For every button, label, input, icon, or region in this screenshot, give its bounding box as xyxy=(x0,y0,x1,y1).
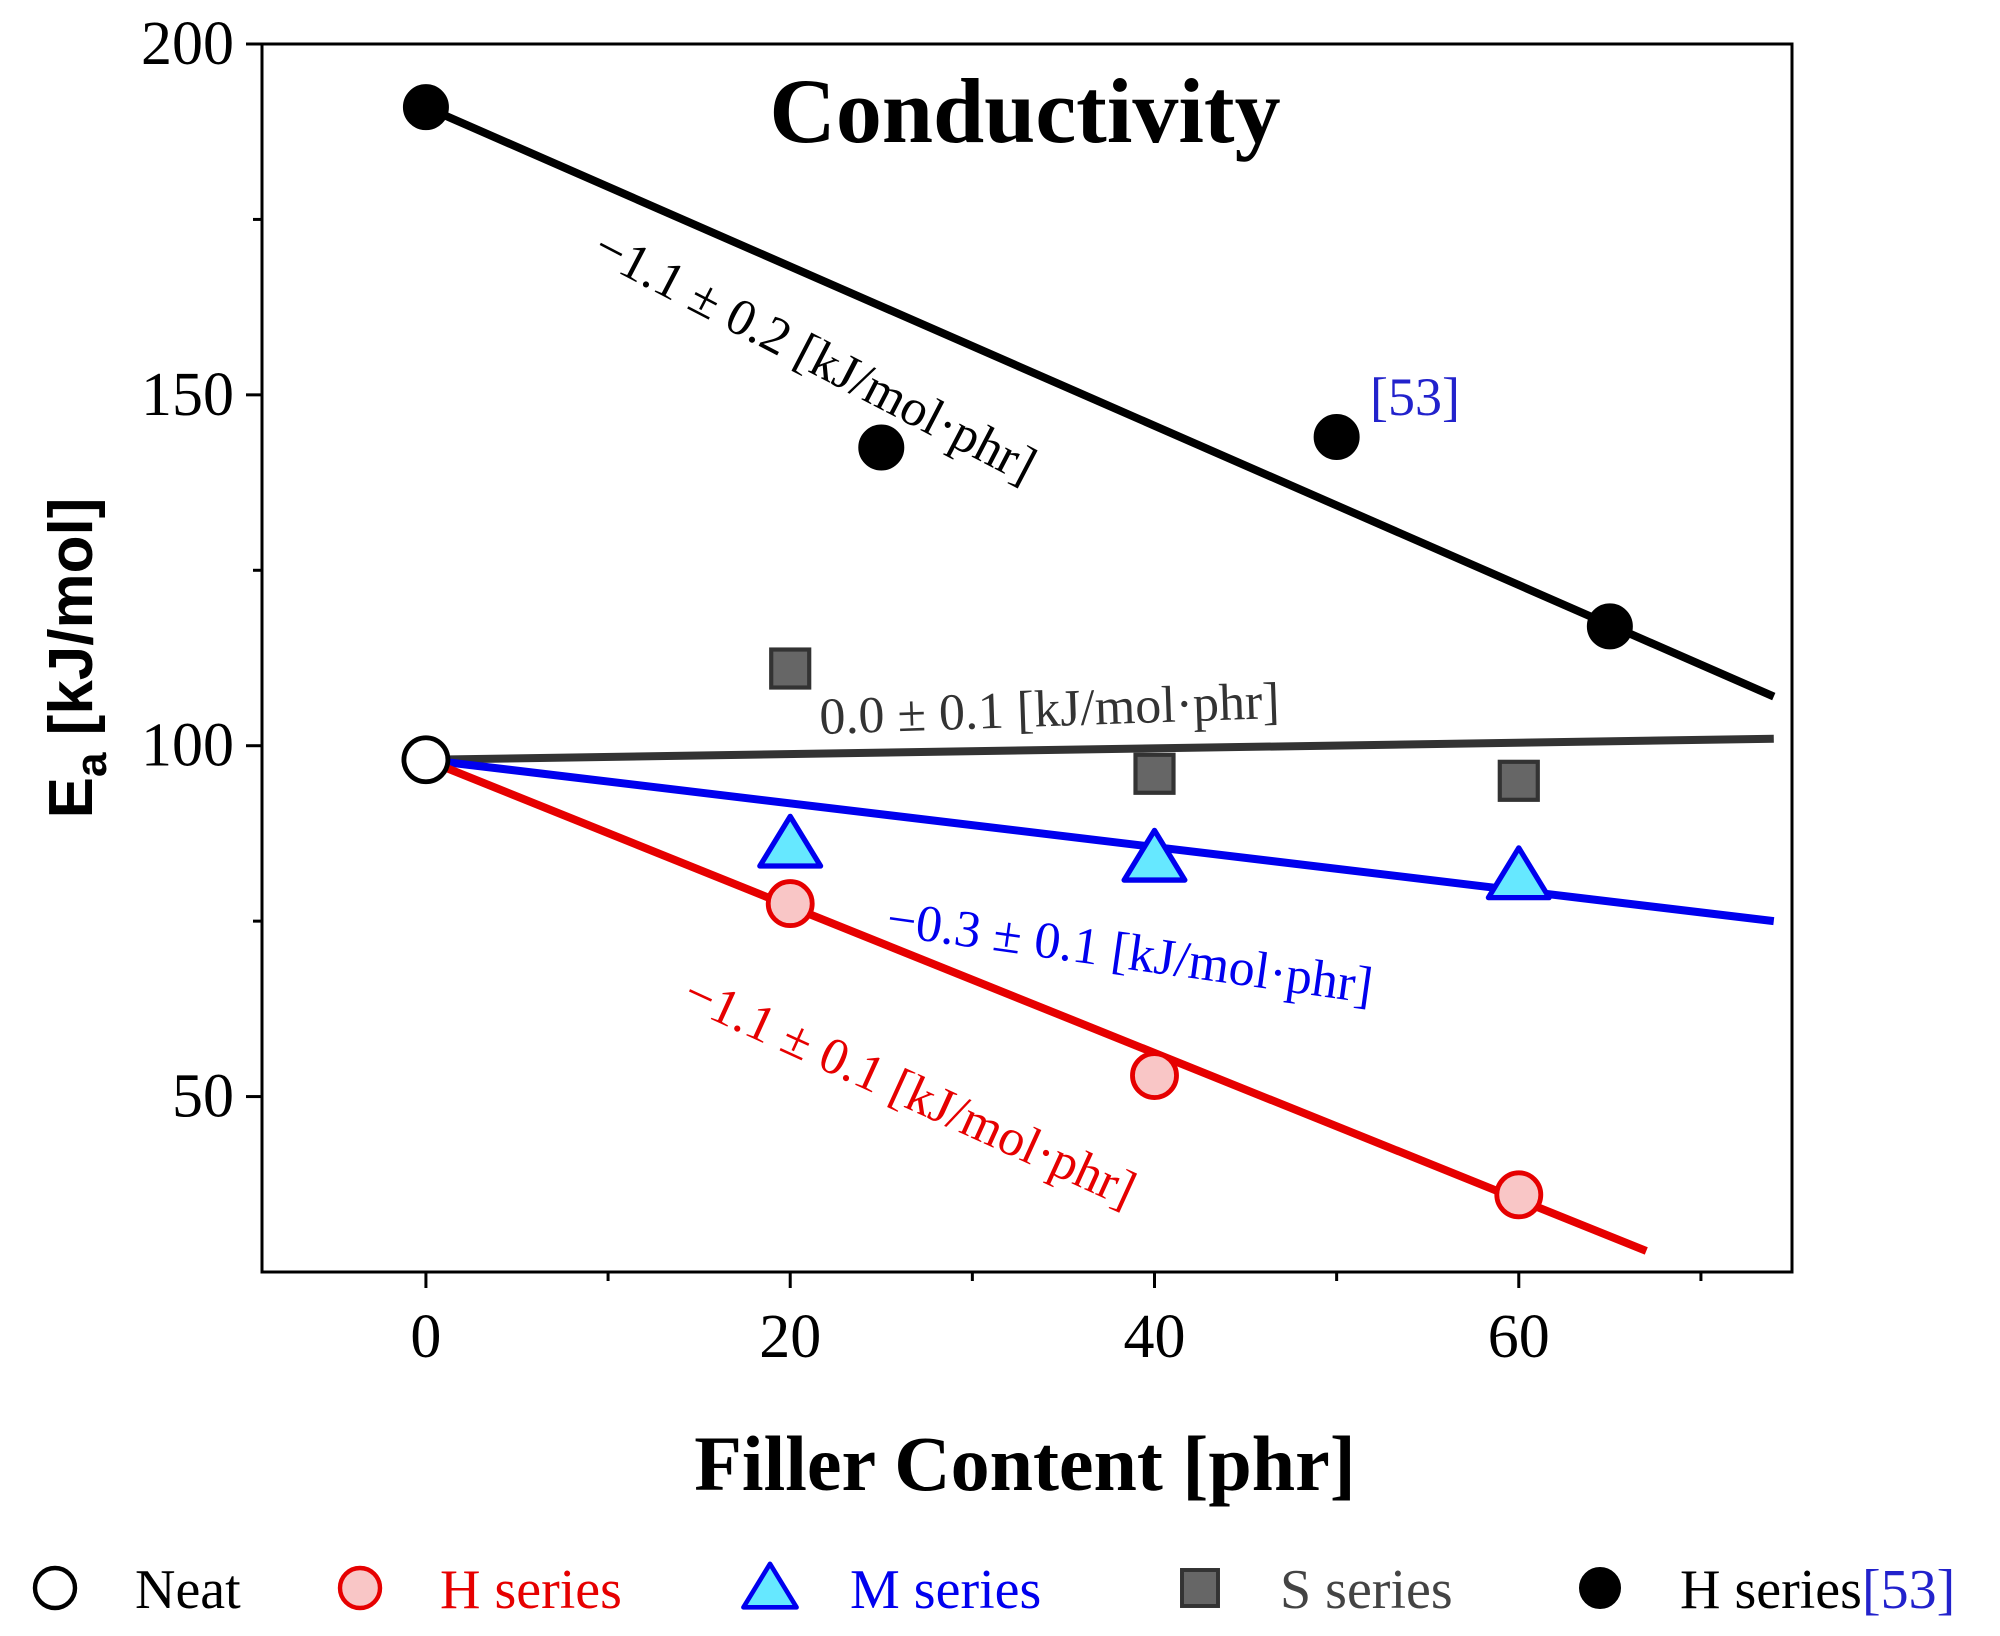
plot-frame xyxy=(260,42,1794,1274)
ref-annotation: [53] xyxy=(1370,367,1460,427)
data-point xyxy=(1133,752,1176,795)
fit-label-h: −1.1 ± 0.1 [kJ/mol·phr] xyxy=(675,964,1144,1219)
legend-label: H series[53] xyxy=(1680,1559,1955,1621)
data-point xyxy=(1485,845,1552,901)
axis-ticks: 0 20 40 60 50 100 150 200 xyxy=(141,10,1703,1371)
legend: Neat H series M series S series H series[53] xyxy=(32,1559,1955,1621)
data-point xyxy=(401,735,451,785)
x-tick-label: 60 xyxy=(1488,1303,1550,1371)
x-tick-label: 20 xyxy=(759,1303,821,1371)
data-point xyxy=(1586,603,1633,650)
data-point xyxy=(765,879,815,929)
y-tick-label: 50 xyxy=(172,1063,234,1131)
chart-title: Conductivity xyxy=(769,60,1280,162)
legend-marker xyxy=(741,1561,799,1610)
data-point xyxy=(402,84,449,131)
y-tick-label: 200 xyxy=(141,10,234,78)
y-tick-label: 150 xyxy=(141,361,234,429)
x-tick-label: 40 xyxy=(1124,1303,1186,1371)
x-axis-label: Filler Content [phr] xyxy=(694,1420,1355,1507)
fit-label-m: −0.3 ± 0.1 [kJ/mol·phr] xyxy=(883,890,1376,1015)
legend-label: M series xyxy=(850,1559,1041,1621)
legend-marker xyxy=(1180,1568,1220,1608)
y-axis-label: Ea [kJ/mol] xyxy=(37,498,116,819)
legend-label: H series xyxy=(440,1559,622,1621)
fit-label-h53: −1.1 ± 0.2 [kJ/mol·phr] xyxy=(584,218,1045,495)
data-points xyxy=(401,84,1633,1220)
fit-line xyxy=(425,734,1774,764)
fit-line xyxy=(424,756,1648,1255)
data-point xyxy=(757,813,824,869)
fit-label-s: 0.0 ± 0.1 [kJ/mol·phr] xyxy=(818,673,1280,746)
fit-line xyxy=(424,103,1776,701)
legend-marker xyxy=(1579,1567,1621,1609)
data-point xyxy=(769,647,812,690)
data-point xyxy=(1121,827,1188,883)
data-point xyxy=(1497,759,1540,802)
data-point xyxy=(1494,1170,1544,1220)
legend-marker xyxy=(32,1565,78,1611)
data-point xyxy=(858,424,905,471)
y-tick-label: 100 xyxy=(141,712,234,780)
legend-label: S series xyxy=(1280,1559,1453,1621)
legend-marker xyxy=(337,1565,383,1611)
data-point xyxy=(1313,413,1360,460)
x-tick-label: 0 xyxy=(410,1303,441,1371)
data-point xyxy=(1130,1051,1179,1100)
legend-ref: [53] xyxy=(1862,1559,1955,1621)
legend-label: Neat xyxy=(135,1559,241,1621)
